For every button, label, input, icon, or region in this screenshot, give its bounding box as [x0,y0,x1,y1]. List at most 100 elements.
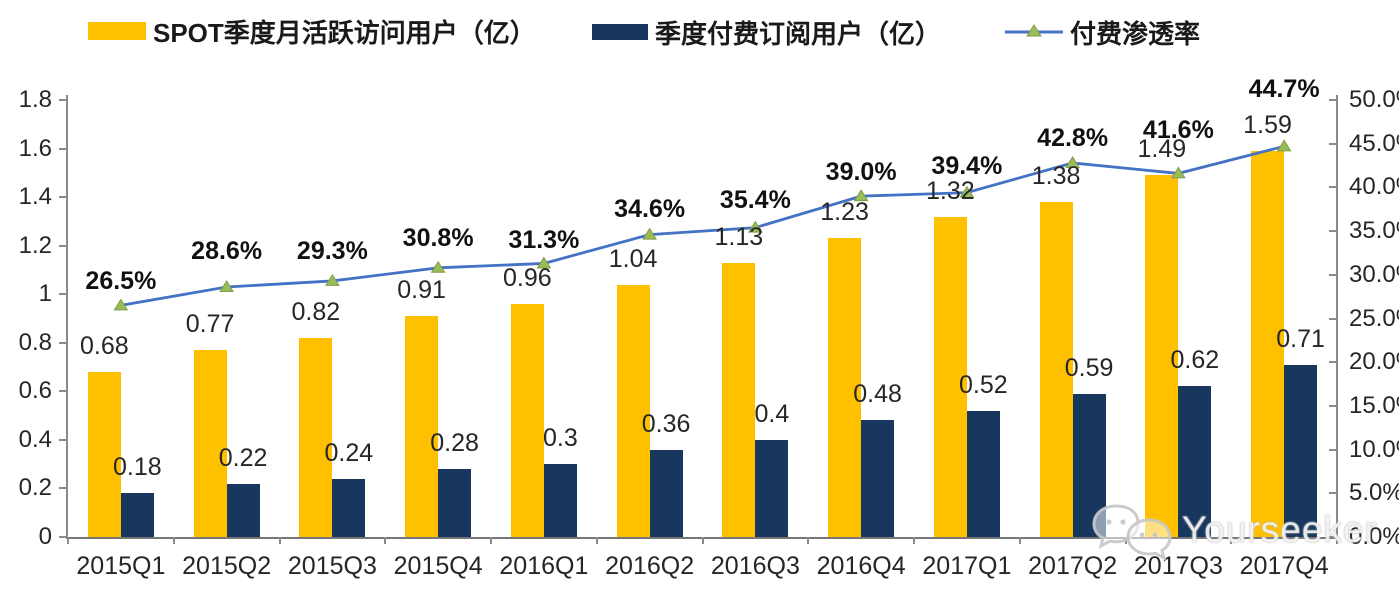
triangle-marker [1276,139,1292,152]
legend-swatch-mau [88,22,146,40]
bar-paid [861,420,895,537]
bar-value-label-paid: 0.4 [754,399,790,428]
y-tick-label-right: 0.0% [1349,523,1399,550]
x-tick-label: 2017Q3 [1133,552,1223,580]
penetration-label: 41.6% [1142,116,1214,145]
y-axis-left-tick [59,487,66,490]
legend-label-mau: SPOT季度月活跃访问用户（亿） [153,17,536,48]
y-tick-label-right: 35.0% [1349,217,1399,245]
bar-mau [405,316,439,537]
penetration-label: 31.3% [508,226,580,255]
legend-label-penetration: 付费渗透率 [1070,18,1201,49]
bar-value-label-mau: 0.68 [80,331,129,360]
watermark-text: Yourseeker [1182,509,1378,550]
y-axis-left-tick [59,438,66,441]
bar-paid [755,439,789,537]
triangle-marker [219,280,235,293]
y-axis-right-tick [1329,404,1336,407]
x-tick-label: 2016Q2 [605,552,695,580]
x-axis-tick [701,537,704,544]
bar-paid [1178,386,1212,537]
y-tick-label-left: 0 [38,523,52,550]
y-axis-left-tick [59,390,66,393]
bar-value-label-paid: 0.22 [218,443,268,472]
y-axis-left-tick [59,536,66,538]
y-axis-right-tick [1329,230,1336,233]
x-tick-label: 2017Q2 [1028,552,1118,580]
legend-item-paid: 季度付费订阅用户（亿） [592,19,941,49]
bar-value-label-paid: 0.28 [430,429,479,458]
y-tick-label-right: 50.0% [1349,86,1399,113]
x-tick-label: 2016Q1 [499,552,589,580]
y-tick-label-left: 1 [38,280,52,308]
watermark: Yourseeker [1086,498,1378,562]
bar-mau [193,350,227,537]
bar-value-label-mau: 0.77 [185,310,235,339]
bar-paid [543,464,577,537]
y-axis-left-tick [59,147,66,150]
y-tick-label-left: 0.2 [18,474,52,502]
x-tick-label: 2015Q2 [182,552,272,580]
x-tick-label: 2017Q4 [1239,552,1329,580]
y-tick-label-left: 1.2 [18,231,52,259]
bar-value-label-mau: 0.96 [503,263,552,292]
y-tick-label-right: 5.0% [1349,479,1399,507]
y-axis-left-tick [59,99,66,101]
legend-line-sample-icon [1005,24,1063,37]
y-axis-right-tick [1329,536,1336,538]
bar-paid [438,469,472,537]
y-tick-label-left: 1.8 [18,86,52,113]
x-axis-tick [490,537,492,544]
y-axis-right-tick [1329,99,1336,101]
bar-value-label-paid: 0.3 [542,424,578,453]
x-axis-tick [67,537,69,544]
bar-paid [649,449,683,537]
y-axis-left-tick [59,244,66,247]
bar-mau [299,337,333,537]
penetration-label: 26.5% [85,267,157,296]
x-tick-label: 2015Q4 [393,552,483,580]
bar-mau [87,371,121,537]
bar-value-label-paid: 0.62 [1170,346,1220,375]
y-axis-right-tick [1329,492,1336,495]
legend-swatch-paid [592,24,648,40]
bar-value-label-mau: 1.13 [714,222,764,251]
bar-value-label-paid: 0.48 [853,380,902,409]
y-axis-right-tick [1329,186,1336,189]
y-tick-label-left: 1.6 [18,134,52,162]
x-axis-tick [384,537,387,544]
bar-value-label-paid: 0.24 [324,438,374,467]
x-axis-tick [1336,537,1338,544]
x-tick-label: 2015Q3 [287,552,377,580]
bar-value-label-paid: 0.36 [641,409,691,438]
triangle-marker [430,260,446,273]
bar-paid [1284,364,1318,537]
bar-value-label-mau: 0.82 [291,297,341,326]
y-tick-label-right: 25.0% [1349,304,1399,332]
y-axis-right-line [1336,95,1338,539]
bar-value-label-paid: 0.59 [1064,353,1114,382]
y-tick-label-right: 40.0% [1349,173,1399,201]
x-axis-tick [278,537,281,544]
y-tick-label-left: 0.4 [18,425,52,453]
x-axis-tick [172,537,175,544]
y-axis-right-tick [1329,361,1336,364]
x-axis-tick [807,537,810,544]
x-axis-tick [1230,537,1233,544]
y-tick-label-right: 10.0% [1349,435,1399,463]
legend-item-penetration: 付费渗透率 [1005,19,1200,49]
penetration-label: 44.7% [1248,75,1320,104]
triangle-marker [642,227,658,240]
bar-mau [616,284,650,537]
y-axis-right-tick [1329,317,1336,320]
x-axis-tick [1018,537,1021,544]
y-tick-label-left: 0.6 [18,377,52,405]
bar-value-label-paid: 0.52 [959,370,1008,399]
bar-paid [120,493,154,537]
y-axis-left-tick [59,341,66,344]
bar-paid [966,410,1000,537]
bar-mau [722,262,756,537]
legend-item-mau: SPOT季度月活跃访问用户（亿） [88,18,536,48]
x-axis-tick [913,537,915,544]
y-axis-left-line [66,95,68,539]
